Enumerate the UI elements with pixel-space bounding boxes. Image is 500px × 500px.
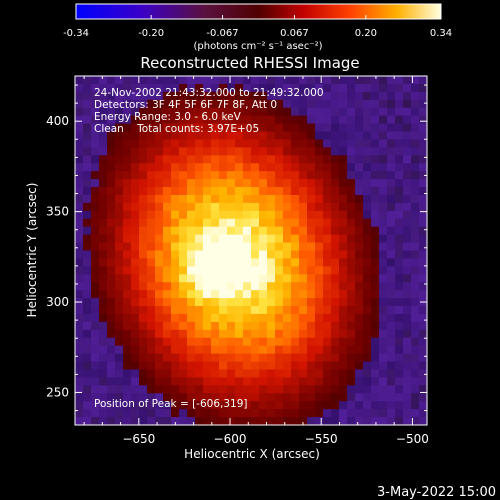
y-axis-ticks: 250 300 350 400 <box>46 84 427 412</box>
annotation-energy: Energy Range: 3.0 - 6.0 keV <box>94 111 242 123</box>
plot-title: Reconstructed RHESSI Image <box>140 54 359 72</box>
plot-frame <box>74 75 428 426</box>
x-tick-label: −600 <box>214 432 247 446</box>
annotation-time: 24-Nov-2002 21:43:32.000 to 21:49:32.000 <box>94 87 324 99</box>
x-tick-label: −650 <box>122 432 155 446</box>
x-axis-ticks: −650 −600 −550 −500 <box>83 76 429 446</box>
annotation-clean: Clean Total counts: 3.97E+05 <box>94 123 259 135</box>
colorbar-gradient <box>75 3 442 20</box>
colorbar-tick-label: -0.20 <box>138 28 164 39</box>
colorbar-tick-label: 0.20 <box>355 28 377 39</box>
y-axis-label: Heliocentric Y (arcsec) <box>25 183 39 318</box>
x-axis-label: Heliocentric X (arcsec) <box>184 447 320 461</box>
colorbar-unit-label: (photons cm⁻² s⁻¹ asec⁻²) <box>193 41 322 52</box>
y-tick-label: 350 <box>46 205 69 219</box>
colorbar-tick-label: -0.34 <box>63 28 89 39</box>
colorbar: -0.34 -0.20 -0.067 0.067 0.20 0.34 (photons c… <box>63 3 452 52</box>
colorbar-tick-label: 0.34 <box>430 28 452 39</box>
annotation-detectors: Detectors: 3F 4F 5F 6F 7F 8F, Att 0 <box>94 99 277 111</box>
colorbar-ticks: -0.34 -0.20 -0.067 0.067 0.20 0.34 <box>63 15 452 39</box>
colorbar-tick-label: 0.067 <box>280 28 309 39</box>
footer-date: 3-May-2022 15:00 <box>377 485 496 500</box>
y-tick-label: 400 <box>46 114 69 128</box>
colorbar-tick-label: -0.067 <box>206 28 238 39</box>
y-tick-label: 300 <box>46 295 69 309</box>
x-tick-label: −550 <box>305 432 338 446</box>
x-tick-label: −500 <box>396 432 429 446</box>
y-tick-label: 250 <box>46 385 69 399</box>
rhessi-image <box>75 76 427 425</box>
annotation-peak: Position of Peak = [-606,319] <box>94 398 248 410</box>
